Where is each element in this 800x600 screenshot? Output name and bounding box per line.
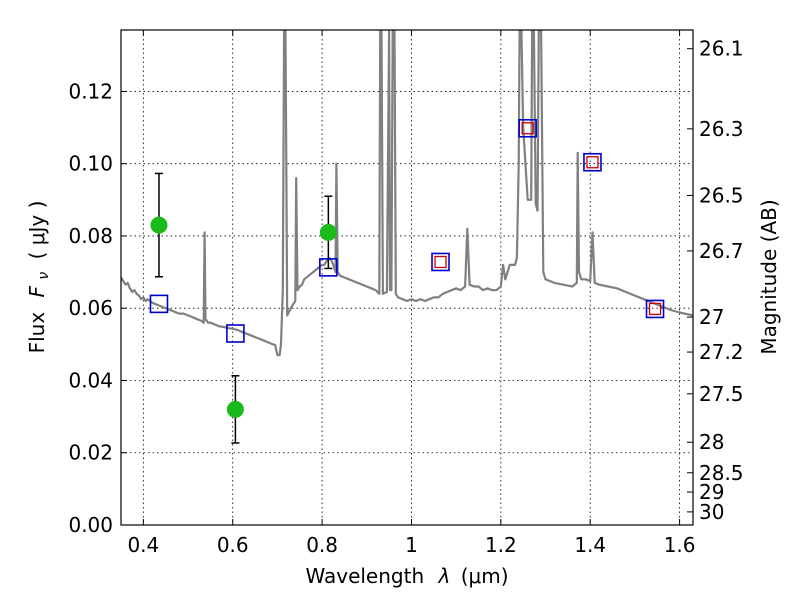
x-tick-labels: 0.4 0.6 0.8 1 1.2 1.4 1.6 <box>127 533 695 557</box>
mag-tick-label: 28.5 <box>699 461 744 485</box>
y-tick-label: 0.00 <box>68 513 113 537</box>
x-axis-label: Wavelength λ (μm) <box>305 564 508 588</box>
model-square-blue <box>319 258 338 277</box>
model-square-blue <box>431 252 450 272</box>
x-tick-label: 1.4 <box>574 533 606 557</box>
observed-point <box>150 216 168 234</box>
y-tick-label: 0.10 <box>68 152 113 176</box>
model-squares-blue <box>149 118 665 343</box>
mag-tick-label: 26.3 <box>699 117 744 141</box>
mag-tick-label: 27 <box>699 305 724 329</box>
model-square-red <box>586 156 599 169</box>
x-tick-label: 1.2 <box>485 533 517 557</box>
y2-axis-label: Magnitude (AB) <box>757 199 781 354</box>
mag-tick-label: 29 <box>699 480 724 504</box>
mag-tick-label: 28 <box>699 430 724 454</box>
model-square-blue <box>226 324 245 343</box>
mag-tick-label: 26.5 <box>699 183 744 207</box>
model-square-red <box>648 302 662 316</box>
x-tick-label: 0.6 <box>217 533 249 557</box>
observed-points <box>150 216 337 418</box>
x-tick-label: 1.6 <box>664 533 696 557</box>
model-squares-red <box>434 122 662 316</box>
y-tick-label: 0.06 <box>68 296 113 320</box>
x-tick-label: 0.8 <box>306 533 338 557</box>
y-tick-label: 0.04 <box>68 368 113 392</box>
y-tick-label: 0.12 <box>68 79 113 103</box>
model-square-red <box>434 255 447 269</box>
mag-tick-label: 30 <box>699 500 724 524</box>
observed-point <box>319 223 337 241</box>
model-square-blue <box>583 152 602 172</box>
model-square-blue <box>645 299 665 319</box>
model-square-red <box>521 122 534 135</box>
y-axis-label: Flux F ν ( μJy ) <box>25 201 53 354</box>
mag-tick-label: 27.2 <box>699 340 744 364</box>
y-tick-label: 0.02 <box>68 441 113 465</box>
y-tick-labels: 0.00 0.02 0.04 0.06 0.08 0.10 0.12 <box>68 79 113 537</box>
observed-point <box>226 400 244 418</box>
mag-tick-label: 26.7 <box>699 239 744 263</box>
spectrum-line <box>121 30 693 357</box>
model-square-blue <box>518 118 537 138</box>
axis-ticks <box>121 30 693 526</box>
x-tick-label: 0.4 <box>127 533 159 557</box>
model-square-blue <box>149 294 169 314</box>
plot-frame <box>120 29 694 526</box>
mag-tick-label: 26.1 <box>699 37 744 61</box>
mag-tick-label: 27.5 <box>699 382 744 406</box>
grid <box>121 30 693 526</box>
x-tick-label: 1 <box>405 533 418 557</box>
y-tick-label: 0.08 <box>68 224 113 248</box>
